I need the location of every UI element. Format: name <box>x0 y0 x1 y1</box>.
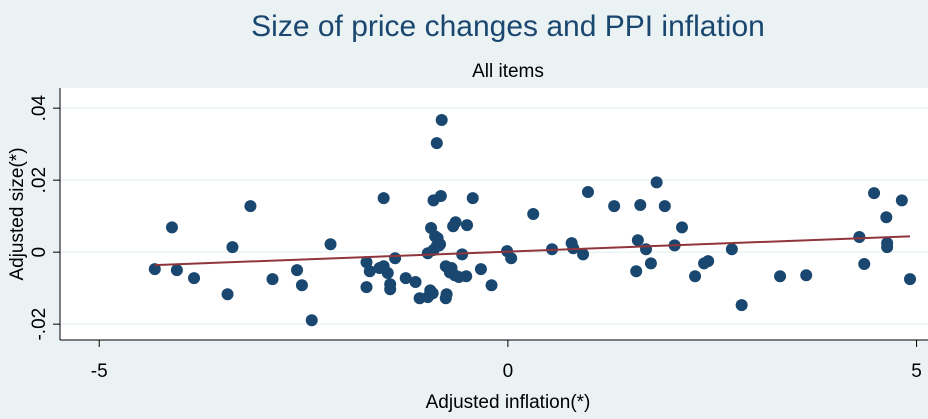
y-tick-label: .04 <box>29 95 50 122</box>
point <box>505 252 518 265</box>
point <box>460 270 473 283</box>
y-tick-label: 0 <box>29 247 50 258</box>
point <box>435 114 448 127</box>
point <box>675 221 688 234</box>
x-axis-label: Adjusted inflation(*) <box>426 392 591 413</box>
point <box>449 216 462 229</box>
point <box>360 256 373 269</box>
point <box>426 287 439 300</box>
point <box>440 288 453 301</box>
point <box>577 248 590 261</box>
point <box>409 276 422 289</box>
point <box>527 208 540 220</box>
point <box>221 288 234 301</box>
point <box>305 314 318 327</box>
point <box>650 176 663 189</box>
point <box>148 263 161 276</box>
point <box>725 243 738 256</box>
point <box>384 283 397 296</box>
point <box>360 281 373 294</box>
point <box>689 270 702 283</box>
point <box>266 273 279 286</box>
y-tick-label: -.02 <box>29 308 50 341</box>
point <box>904 273 917 286</box>
point <box>434 238 447 251</box>
point <box>485 279 498 292</box>
point <box>170 264 183 277</box>
point <box>244 200 257 213</box>
fit-line <box>154 235 911 267</box>
point <box>581 186 594 199</box>
x-tick-label: -5 <box>91 361 108 382</box>
point <box>295 279 308 292</box>
point <box>434 190 447 202</box>
point <box>880 211 893 224</box>
point <box>774 270 787 283</box>
point <box>800 269 813 282</box>
point <box>631 234 644 247</box>
point <box>608 200 621 213</box>
point <box>165 221 178 234</box>
point <box>474 263 487 276</box>
point <box>363 265 376 278</box>
point <box>291 264 304 277</box>
point <box>399 272 412 285</box>
x-tick-label: 5 <box>911 361 922 382</box>
point <box>702 255 715 268</box>
point <box>381 267 394 280</box>
point <box>853 231 866 244</box>
y-axis-label: Adjusted size(*) <box>7 147 28 280</box>
x-tick-label: 0 <box>503 361 514 382</box>
point <box>377 192 390 205</box>
plot-area <box>60 88 928 340</box>
point <box>466 192 479 205</box>
y-tick-label: .02 <box>29 167 50 193</box>
point <box>858 258 871 271</box>
point <box>226 241 239 254</box>
point <box>658 200 671 213</box>
point <box>188 272 201 285</box>
point <box>868 187 881 200</box>
chart-title: Size of price changes and PPI inflation <box>251 10 765 43</box>
point <box>389 252 402 265</box>
point <box>881 241 894 254</box>
point <box>640 243 653 256</box>
point <box>430 137 443 150</box>
point <box>324 238 337 251</box>
point <box>634 199 647 211</box>
chart-subtitle: All items <box>472 61 544 82</box>
point <box>630 265 643 278</box>
point <box>461 219 474 232</box>
point <box>895 194 908 207</box>
point <box>735 299 748 312</box>
point <box>644 257 657 270</box>
